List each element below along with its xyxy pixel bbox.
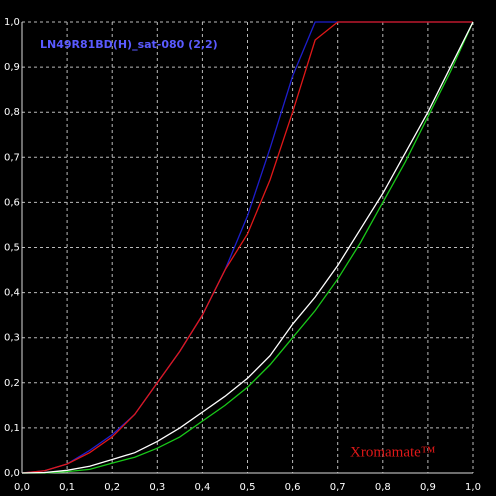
- series-line: [21, 21, 473, 474]
- y-tick-label: 0,3: [4, 333, 20, 344]
- watermark: Xromamate™: [350, 444, 436, 460]
- x-tick-label: 0,8: [375, 482, 391, 493]
- y-tick-label: 0,5: [4, 243, 20, 254]
- x-tick-label: 0,6: [285, 482, 301, 493]
- y-tick-label: 0,4: [4, 288, 20, 299]
- series-line: [21, 21, 474, 474]
- x-tick-label: 0,1: [59, 482, 75, 493]
- grid: [21, 21, 474, 474]
- x-tick-label: 1,0: [465, 482, 481, 493]
- y-tick-label: 0,2: [4, 378, 20, 389]
- y-tick-label: 0,1: [4, 423, 20, 434]
- y-tick-label: 0,7: [4, 152, 20, 163]
- x-tick-label: 0,2: [104, 482, 120, 493]
- x-tick-label: 0,0: [14, 482, 30, 493]
- x-tick-label: 0,5: [240, 482, 256, 493]
- y-tick-label: 0,6: [4, 197, 20, 208]
- chart-title: LN49R81BD(H)_sat-080 (2,2): [40, 38, 218, 51]
- y-tick-label: 1,0: [4, 17, 20, 28]
- y-tick-label: 0,8: [4, 107, 20, 118]
- lines: [21, 21, 474, 474]
- y-tick-label: 0,9: [4, 62, 20, 73]
- x-tick-label: 0,4: [194, 482, 210, 493]
- x-tick-label: 0,7: [330, 482, 346, 493]
- series-line: [22, 21, 474, 474]
- x-tick-label: 0,9: [420, 482, 436, 493]
- y-tick-label: 0,0: [4, 468, 20, 479]
- x-tick-label: 0,3: [149, 482, 165, 493]
